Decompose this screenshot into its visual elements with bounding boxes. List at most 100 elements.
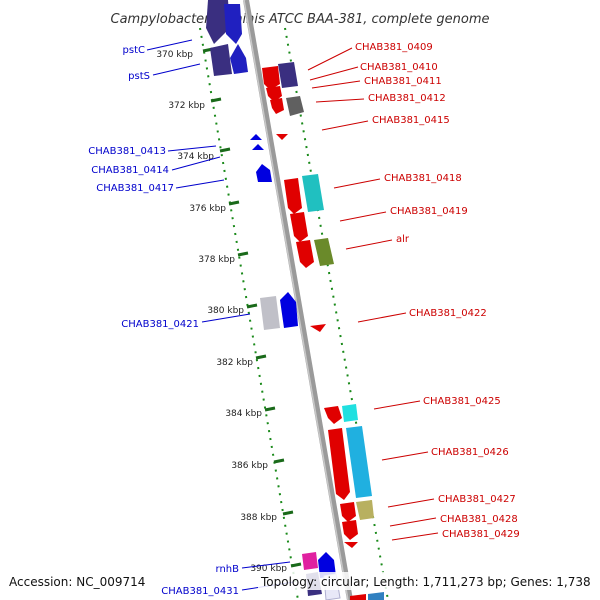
gene-pstS[interactable]	[210, 44, 232, 76]
gene-rnhB[interactable]	[302, 552, 318, 570]
tick-mark	[228, 200, 240, 206]
tick-mark	[273, 458, 285, 464]
tick-label: 376 kbp	[189, 204, 226, 214]
gene-alr-block[interactable]	[314, 238, 334, 266]
gene-CHAB381_0427-2[interactable]	[356, 500, 374, 520]
gene-CHAB381_0418[interactable]	[284, 178, 302, 214]
tick-mark	[237, 251, 249, 257]
label-CHAB381_0418[interactable]: CHAB381_0418	[384, 173, 462, 184]
gene-CHAB381_0421[interactable]	[260, 296, 280, 330]
label-CHAB381_0426[interactable]: CHAB381_0426	[431, 447, 509, 458]
gene-CHAB381_0426-2[interactable]	[346, 426, 372, 498]
label-connector	[309, 66, 359, 81]
label-connector	[389, 517, 437, 527]
label-pstC[interactable]: pstC	[123, 45, 145, 56]
label-connector	[387, 498, 435, 508]
tick-label: 374 kbp	[177, 152, 214, 162]
tick-label: 390 kbp	[250, 564, 287, 574]
footer-topology: Topology: circular; Length: 1,711,273 bp…	[260, 575, 591, 589]
gene-CHAB381_0422[interactable]	[310, 324, 326, 332]
outer-guide-right	[284, 27, 389, 600]
forward-labels: pstC pstS CHAB381_0413 CHAB381_0414 CHAB…	[88, 39, 295, 597]
label-connector	[315, 98, 365, 103]
gene-CHAB381_0415[interactable]	[276, 134, 288, 140]
label-connector	[171, 156, 221, 171]
map-title: Campylobacter hominis ATCC BAA-381, comp…	[111, 12, 490, 27]
label-connector	[201, 313, 251, 323]
label-rnhB[interactable]: rnhB	[216, 564, 240, 575]
label-CHAB381_0431[interactable]: CHAB381_0431	[161, 586, 239, 597]
label-connector	[345, 239, 393, 250]
tick-mark	[290, 562, 302, 568]
tick-label: 372 kbp	[168, 101, 205, 111]
gene-bottom-red[interactable]	[350, 594, 366, 600]
footer-accession: Accession: NC_009714	[9, 575, 145, 589]
gene-CHAB381_0412[interactable]	[286, 96, 304, 116]
label-CHAB381_0411[interactable]: CHAB381_0411	[364, 76, 442, 87]
label-connector	[333, 178, 381, 189]
footer-topology-bg	[258, 572, 594, 590]
label-pstS[interactable]: pstS	[128, 71, 150, 82]
label-CHAB381_0409[interactable]: CHAB381_0409	[355, 42, 433, 53]
label-CHAB381_0427[interactable]: CHAB381_0427	[438, 494, 516, 505]
gene-CHAB381_0428[interactable]	[342, 520, 358, 540]
feature-group	[206, 0, 384, 600]
gene-pstC[interactable]	[206, 0, 230, 44]
label-CHAB381_0417[interactable]: CHAB381_0417	[96, 183, 174, 194]
label-CHAB381_0429[interactable]: CHAB381_0429	[442, 529, 520, 540]
gene-CHAB381_0429[interactable]	[344, 542, 358, 548]
gene-CHAB381_0419[interactable]	[290, 212, 308, 242]
tick-label: 388 kbp	[240, 513, 277, 523]
label-connector	[175, 179, 225, 189]
label-connector	[357, 312, 407, 323]
label-connector	[373, 400, 421, 410]
tick-mark	[210, 97, 222, 103]
gene-CHAB381_0409[interactable]	[262, 66, 280, 90]
label-CHAB381_0419[interactable]: CHAB381_0419	[390, 206, 468, 217]
tick-label: 384 kbp	[225, 409, 262, 419]
tick-label: 370 kbp	[156, 50, 193, 60]
label-connector	[307, 47, 353, 71]
label-CHAB381_0422[interactable]: CHAB381_0422	[409, 308, 487, 319]
gene-pstS-2[interactable]	[230, 44, 248, 74]
gene-CHAB381_0414[interactable]	[252, 144, 264, 150]
gene-CHAB381_0410[interactable]	[278, 62, 298, 88]
gene-alr[interactable]	[296, 240, 314, 268]
inner-guide-left	[199, 27, 299, 600]
gene-CHAB381_0427[interactable]	[340, 502, 356, 522]
genome-backbone	[243, 0, 353, 600]
label-CHAB381_0428[interactable]: CHAB381_0428	[440, 514, 518, 525]
tick-mark	[246, 303, 258, 309]
label-connector	[381, 451, 429, 461]
gene-CHAB381_0411[interactable]	[266, 86, 282, 102]
gene-CHAB381_0411b[interactable]	[270, 98, 284, 114]
label-CHAB381_0414[interactable]: CHAB381_0414	[91, 165, 169, 176]
tick-label: 386 kbp	[231, 461, 268, 471]
gene-CHAB381_0425-2[interactable]	[342, 404, 358, 422]
gene-CHAB381_0417[interactable]	[256, 164, 272, 182]
label-CHAB381_0413[interactable]: CHAB381_0413	[88, 146, 166, 157]
gene-CHAB381_0421-2[interactable]	[280, 292, 298, 328]
gene-CHAB381_0418b[interactable]	[302, 174, 324, 212]
genome-backbone-highlight	[243, 0, 349, 600]
gene-CHAB381_0425[interactable]	[324, 406, 342, 424]
label-CHAB381_0425[interactable]: CHAB381_0425	[423, 396, 501, 407]
tick-mark	[219, 147, 231, 153]
label-connector	[167, 145, 217, 152]
label-CHAB381_0410[interactable]: CHAB381_0410	[360, 62, 438, 73]
label-connector	[241, 561, 291, 569]
gene-bottom-blue[interactable]	[368, 592, 384, 600]
gene-CHAB381_0431[interactable]	[318, 552, 336, 578]
label-CHAB381_0421[interactable]: CHAB381_0421	[121, 319, 199, 330]
label-alr[interactable]: alr	[396, 234, 410, 245]
gene-CHAB381_0426[interactable]	[328, 428, 350, 500]
label-CHAB381_0412[interactable]: CHAB381_0412	[368, 93, 446, 104]
gene-CHAB381_0413[interactable]	[250, 134, 262, 140]
gene-pstC-2[interactable]	[224, 4, 242, 44]
label-CHAB381_0415[interactable]: CHAB381_0415	[372, 115, 450, 126]
label-connector	[152, 63, 201, 76]
label-connector	[311, 80, 361, 89]
tick-label: 378 kbp	[198, 255, 235, 265]
tick-mark	[255, 354, 267, 360]
